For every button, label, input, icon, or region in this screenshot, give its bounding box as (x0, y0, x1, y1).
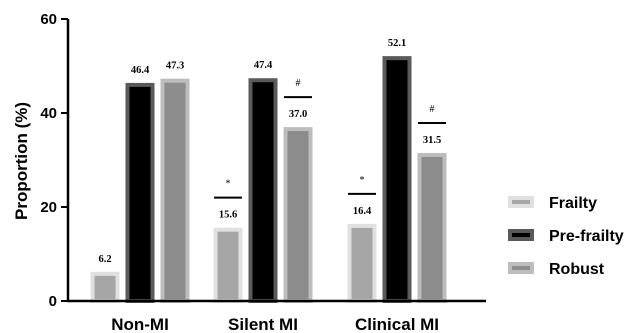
y-tick-label: 60 (40, 11, 57, 28)
legend-label: Pre-frailty (549, 228, 624, 245)
bar-value-label: 52.1 (388, 38, 406, 49)
axes (66, 19, 486, 303)
y-tick-label: 20 (40, 199, 57, 216)
bar-robust (160, 78, 190, 303)
legend-swatch (508, 229, 534, 241)
legend-swatch (508, 196, 534, 208)
bar-pre-frailty (382, 56, 412, 303)
bar-frailty (347, 223, 377, 303)
x-category-label: Clinical MI (355, 315, 439, 333)
bar-value-label: 15.6 (219, 210, 237, 221)
y-axis-ticks: 0 20 40 60 (40, 11, 68, 310)
y-axis-label: Proportion (%) (12, 102, 31, 220)
legend-swatch (508, 262, 534, 274)
bar-value-label: 37.0 (289, 109, 307, 120)
bar-robust (283, 127, 313, 303)
bar-value-label: 31.5 (423, 135, 441, 146)
bar-frailty (90, 271, 120, 303)
y-tick-label: 0 (49, 293, 57, 310)
y-tick-label: 40 (40, 105, 57, 122)
legend: Frailty Pre-frailty Robust (508, 195, 624, 278)
annotations: 6.2 15.6 16.4 46.4 47.4 52.1 47.3 37.0 31.5 * * # # (98, 38, 446, 265)
bar-robust (417, 152, 447, 303)
x-category-label: Non-MI (111, 315, 169, 333)
bar-pre-frailty (125, 82, 155, 303)
significance-mark: * (360, 175, 365, 186)
bar-value-label: 47.3 (166, 61, 184, 72)
bar-value-label: 46.4 (131, 65, 150, 76)
legend-label: Robust (549, 261, 605, 278)
significance-mark: # (296, 78, 301, 89)
bar-frailty (213, 227, 243, 303)
x-category-label: Silent MI (228, 315, 298, 333)
bars (90, 56, 447, 303)
x-axis-categories: Non-MI Silent MI Clinical MI (111, 315, 439, 333)
legend-label: Frailty (549, 195, 597, 212)
bar-value-label: 47.4 (254, 60, 273, 71)
bar-value-label: 6.2 (98, 254, 111, 265)
bar-value-label: 16.4 (353, 206, 372, 217)
y-axis-label-group: Proportion (%) (12, 102, 31, 220)
significance-mark: # (430, 104, 435, 115)
significance-mark: * (226, 179, 231, 190)
bar-pre-frailty (248, 78, 278, 303)
